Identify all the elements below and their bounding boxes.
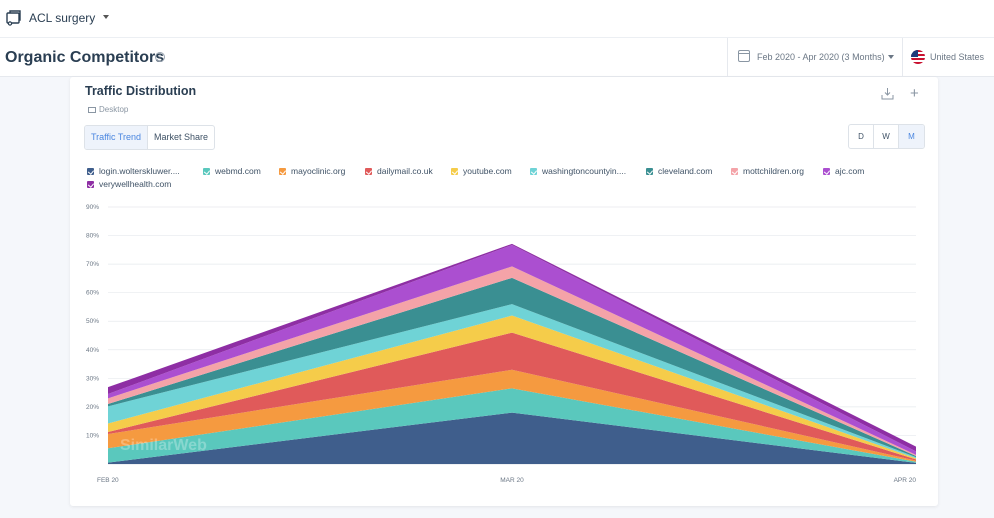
y-tick-label: 60%	[86, 290, 99, 297]
y-tick-label: 90%	[86, 204, 99, 211]
legend-swatch	[646, 168, 653, 175]
legend-label: ajc.com	[835, 166, 865, 176]
area-series-0	[108, 412, 916, 464]
granularity-toggle: D W M	[848, 124, 925, 149]
y-tick-label: 40%	[86, 347, 99, 354]
legend-item[interactable]: webmd.com	[203, 166, 261, 176]
y-tick-label: 30%	[86, 375, 99, 382]
x-tick-label: MAR 20	[500, 477, 524, 484]
legend-label: webmd.com	[215, 166, 261, 176]
project-icon[interactable]	[5, 9, 23, 27]
granularity-week[interactable]: W	[874, 125, 899, 148]
legend-swatch	[87, 168, 94, 175]
chevron-down-icon	[888, 55, 894, 59]
device-label: Desktop	[88, 105, 128, 114]
page-header: Organic Competitors i Feb 2020 - Apr 202…	[0, 38, 994, 77]
date-range-picker[interactable]: Feb 2020 - Apr 2020 (3 Months)	[727, 38, 902, 76]
legend-item[interactable]: login.wolterskluwer....	[87, 166, 180, 176]
legend-label: washingtoncountyin....	[542, 166, 627, 176]
legend-swatch	[279, 168, 286, 175]
y-tick-label: 10%	[86, 432, 99, 439]
y-tick-label: 50%	[86, 318, 99, 325]
device-text: Desktop	[99, 105, 129, 114]
x-tick-label: FEB 20	[97, 477, 119, 484]
legend-label: login.wolterskluwer....	[99, 166, 180, 176]
country-label: United States	[930, 52, 985, 62]
legend-swatch	[823, 168, 830, 175]
area-series-2	[108, 369, 916, 462]
download-icon[interactable]	[881, 87, 894, 100]
granularity-month[interactable]: M	[899, 125, 924, 148]
legend-label: mottchildren.org	[743, 166, 804, 176]
legend-label: youtube.com	[463, 166, 512, 176]
date-range-label: Feb 2020 - Apr 2020 (3 Months)	[757, 52, 885, 62]
info-icon[interactable]: i	[155, 52, 165, 62]
area-series-4	[108, 315, 916, 460]
legend-item[interactable]: mayoclinic.org	[279, 166, 345, 176]
card-title: Traffic Distribution	[85, 84, 197, 98]
legend-swatch	[731, 168, 738, 175]
chart-tabs: Traffic Trend Market Share	[84, 125, 216, 150]
add-icon[interactable]: +	[910, 85, 919, 102]
legend-label: verywellhealth.com	[99, 179, 172, 189]
legend-swatch	[87, 181, 94, 188]
legend-label: mayoclinic.org	[291, 166, 346, 176]
legend-swatch	[451, 168, 458, 175]
y-tick-label: 80%	[86, 233, 99, 240]
legend-label: cleveland.com	[658, 166, 713, 176]
tab-traffic-trend[interactable]: Traffic Trend	[85, 126, 149, 149]
page-title: Organic Competitors	[5, 49, 165, 66]
legend-swatch	[203, 168, 210, 175]
granularity-day[interactable]: D	[849, 125, 874, 148]
y-tick-label: 70%	[86, 261, 99, 268]
country-selector[interactable]: United States	[902, 38, 994, 76]
legend-item[interactable]: mottchildren.org	[731, 166, 804, 176]
tab-market-share[interactable]: Market Share	[154, 132, 209, 142]
legend-item[interactable]: cleveland.com	[646, 166, 712, 176]
traffic-chart: SimilarWeb 10% 20% 30% 40% 50% 60% 70% 80% 90% FEB…	[86, 204, 917, 484]
top-bar: ACL surgery	[0, 0, 994, 38]
legend-swatch	[365, 168, 372, 175]
traffic-distribution-card: SimilarWeb 10% 20% 30% 40% 50% 60% 70% 80% 90% FEB…	[70, 77, 938, 506]
chart-watermark: SimilarWeb	[120, 437, 207, 454]
legend-label: dailymail.co.uk	[377, 166, 433, 176]
y-tick-label: 20%	[86, 404, 99, 411]
calendar-icon	[738, 50, 750, 62]
legend-item[interactable]: washingtoncountyin....	[530, 166, 626, 176]
legend-item[interactable]: verywellhealth.com	[87, 179, 171, 189]
us-flag-icon	[911, 50, 925, 64]
desktop-icon	[88, 106, 96, 113]
legend-item[interactable]: youtube.com	[451, 166, 512, 176]
legend-swatch	[530, 168, 537, 175]
project-name[interactable]: ACL surgery	[29, 11, 96, 25]
chevron-down-icon[interactable]	[103, 15, 109, 19]
area-series-3	[108, 332, 916, 461]
area-series-1	[108, 388, 916, 463]
legend-item[interactable]: dailymail.co.uk	[365, 166, 433, 176]
x-tick-label: APR 20	[894, 477, 917, 484]
legend-item[interactable]: ajc.com	[823, 166, 864, 176]
